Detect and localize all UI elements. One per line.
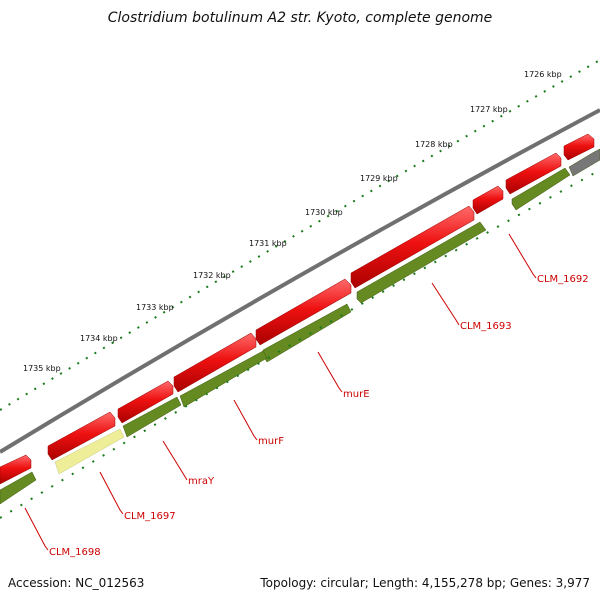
forward-genes <box>0 133 595 485</box>
tick-labels: 1726 kbp 1727 kbp 1728 kbp 1729 kbp 1730… <box>23 70 562 373</box>
gene-label: CLM_1698 <box>49 547 101 558</box>
label-leaders <box>24 233 537 551</box>
tick-label: 1727 kbp <box>470 105 508 114</box>
gene-feature <box>568 148 600 177</box>
gene-label: murE <box>343 389 370 400</box>
gene-feature <box>505 152 562 195</box>
tick-label: 1728 kbp <box>415 140 453 149</box>
gene-label: CLM_1693 <box>460 321 512 332</box>
gene-label: murF <box>258 436 284 447</box>
gene-label: CLM_1692 <box>537 274 589 285</box>
tick-label: 1726 kbp <box>524 70 562 79</box>
tick-dots-inner <box>0 169 600 519</box>
gene-feature <box>511 167 571 211</box>
accession-text: Accession: NC_012563 <box>8 576 145 590</box>
gene-label: mraY <box>188 476 215 487</box>
gene-feature <box>563 133 595 161</box>
gene-feature <box>47 411 116 461</box>
gene-feature <box>173 332 257 393</box>
tick-label: 1735 kbp <box>23 364 61 373</box>
tick-label: 1729 kbp <box>360 174 398 183</box>
gene-feature <box>350 205 475 289</box>
gene-label: CLM_1697 <box>124 511 176 522</box>
gene-feature <box>54 428 125 475</box>
genome-summary: Topology: circular; Length: 4,155,278 bp… <box>260 576 590 590</box>
genome-backbone <box>0 108 600 454</box>
gene-feature <box>472 185 504 215</box>
tick-label: 1731 kbp <box>249 239 287 248</box>
gene-feature <box>0 471 37 505</box>
gene-labels: CLM_1692 CLM_1693 murE murF mraY CLM_169… <box>49 274 589 558</box>
tick-label: 1733 kbp <box>136 303 174 312</box>
gene-feature <box>117 380 174 424</box>
map-title: Clostridium botulinum A2 str. Kyoto, com… <box>107 10 493 26</box>
gene-feature <box>0 454 32 485</box>
gene-feature <box>122 396 182 438</box>
tick-label: 1732 kbp <box>193 271 231 280</box>
tick-label: 1730 kbp <box>305 208 343 217</box>
gene-feature <box>356 221 487 304</box>
reverse-genes <box>0 148 600 505</box>
tick-label: 1734 kbp <box>80 334 118 343</box>
gene-feature <box>179 350 268 408</box>
